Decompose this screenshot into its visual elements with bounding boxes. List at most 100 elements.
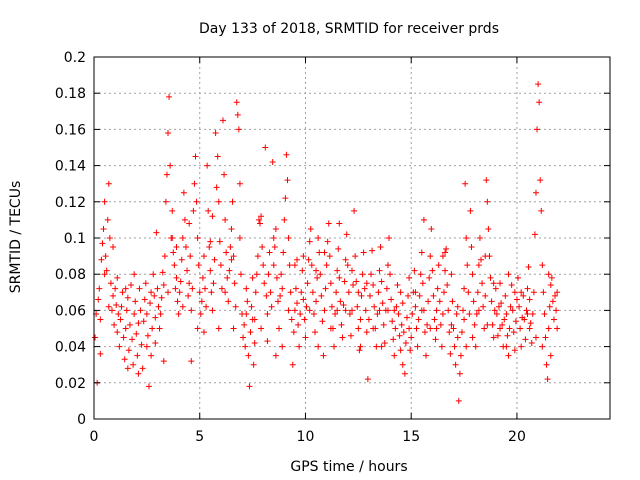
y-tick-label: 0.14	[55, 159, 86, 175]
data-point	[285, 307, 292, 314]
data-point	[118, 303, 125, 310]
x-axis-label: GPS time / hours	[290, 459, 407, 475]
data-point	[121, 356, 128, 363]
data-point	[277, 292, 284, 299]
data-point	[371, 303, 378, 310]
data-point	[225, 298, 232, 305]
data-point	[315, 235, 322, 241]
data-point	[412, 303, 419, 310]
data-point	[259, 244, 266, 251]
data-point	[418, 307, 425, 314]
data-point	[343, 231, 350, 238]
data-point	[480, 303, 487, 310]
data-point	[116, 343, 123, 350]
data-point	[149, 325, 156, 332]
data-point	[185, 292, 192, 299]
data-point	[434, 285, 441, 292]
data-point	[236, 180, 243, 187]
data-point	[425, 298, 432, 305]
data-point	[227, 244, 234, 251]
data-point	[214, 153, 221, 160]
data-point	[384, 307, 391, 314]
data-point	[199, 274, 206, 281]
data-point	[209, 307, 216, 314]
data-point	[355, 325, 362, 332]
data-point	[511, 289, 518, 296]
data-point	[276, 325, 283, 332]
data-point	[544, 376, 551, 383]
data-point	[271, 244, 278, 251]
data-point	[384, 262, 391, 269]
data-point	[326, 253, 333, 260]
data-points	[92, 81, 561, 404]
data-point	[274, 298, 281, 305]
data-point	[394, 282, 401, 289]
data-point	[285, 235, 292, 241]
data-point	[101, 198, 108, 205]
data-point	[439, 311, 446, 318]
data-point	[503, 311, 510, 318]
data-point	[190, 207, 197, 214]
data-point	[392, 325, 399, 332]
data-point	[364, 376, 371, 383]
data-point	[258, 213, 265, 220]
y-tick-label: 0.08	[55, 267, 86, 283]
y-tick-label: 0.06	[55, 303, 86, 319]
data-point	[489, 321, 496, 328]
data-point	[191, 180, 198, 187]
data-point	[292, 285, 299, 292]
data-point	[464, 262, 471, 269]
data-point	[218, 285, 225, 292]
data-point	[491, 307, 498, 314]
data-point	[291, 307, 298, 314]
data-point	[463, 343, 470, 350]
data-point	[159, 269, 166, 276]
data-point	[105, 303, 112, 310]
data-point	[176, 289, 183, 296]
data-point	[342, 256, 349, 263]
data-point	[534, 126, 541, 133]
data-point	[521, 316, 528, 323]
data-point	[395, 311, 402, 318]
data-point	[95, 296, 102, 303]
data-point	[124, 365, 131, 372]
data-point	[264, 311, 271, 318]
data-point	[481, 325, 488, 332]
y-tick-label: 0.2	[64, 50, 86, 66]
data-point	[511, 347, 518, 354]
data-point	[255, 216, 262, 223]
data-point	[376, 267, 383, 274]
data-point	[543, 361, 550, 368]
data-point	[461, 316, 468, 323]
data-point	[446, 329, 453, 336]
data-point	[451, 343, 458, 350]
data-point	[402, 339, 409, 346]
data-point	[222, 216, 229, 223]
data-point	[370, 325, 377, 332]
data-point	[391, 307, 398, 314]
data-point	[516, 303, 523, 310]
data-point	[294, 300, 301, 307]
data-point	[142, 280, 149, 287]
data-point	[508, 282, 515, 289]
data-point	[460, 307, 467, 314]
data-point	[122, 285, 129, 292]
data-point	[399, 300, 406, 307]
data-point	[254, 253, 261, 260]
data-point	[430, 292, 437, 299]
data-point	[550, 316, 557, 323]
data-point	[104, 216, 111, 223]
data-point	[117, 316, 124, 323]
data-point	[369, 247, 376, 254]
data-point	[512, 318, 519, 325]
data-point	[302, 334, 309, 341]
data-point	[161, 253, 168, 260]
data-point	[96, 285, 103, 292]
data-point	[235, 126, 242, 133]
data-point	[359, 271, 366, 278]
data-point	[115, 311, 122, 318]
data-point	[309, 289, 316, 296]
data-point	[525, 263, 532, 270]
data-point	[469, 271, 476, 278]
